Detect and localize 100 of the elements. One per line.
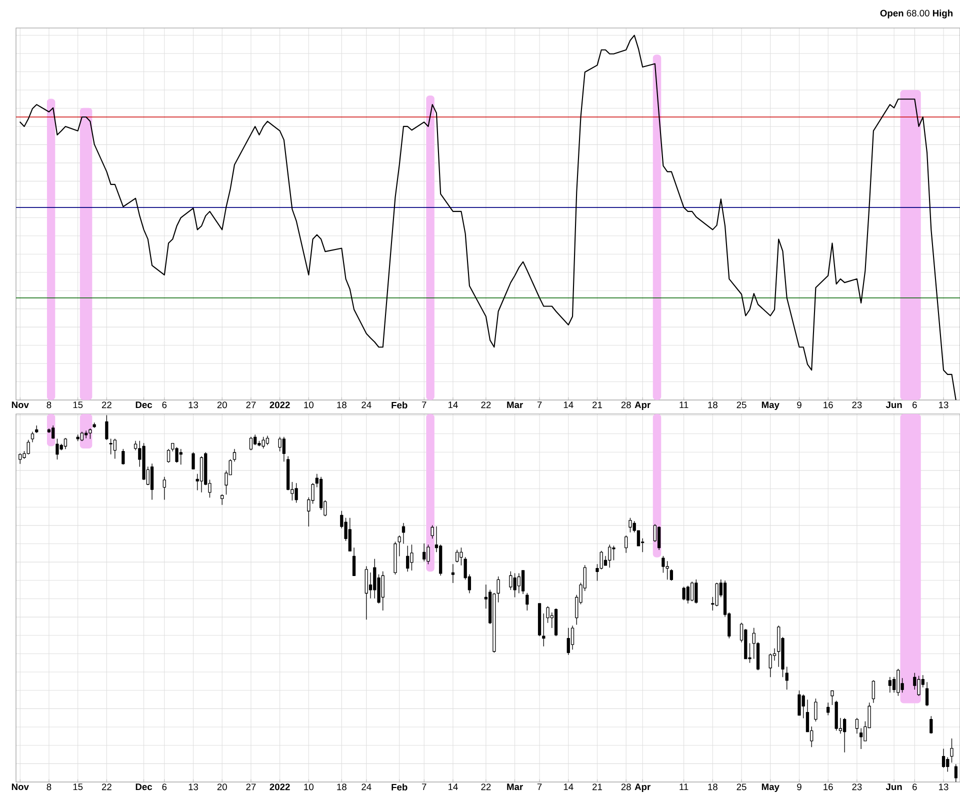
candlestick xyxy=(798,690,801,716)
x-tick-label: 24 xyxy=(362,784,372,790)
candlestick xyxy=(492,592,496,653)
candlestick xyxy=(422,543,426,562)
x-tick-label: 9 xyxy=(797,784,802,790)
candlestick xyxy=(88,428,92,440)
candlestick xyxy=(526,592,529,611)
candlestick xyxy=(942,748,946,768)
candlestick xyxy=(430,525,434,539)
candlestick xyxy=(460,547,463,566)
x-tick-label: 13 xyxy=(188,402,198,408)
x-tick-label: Dec xyxy=(136,784,152,790)
candlestick xyxy=(381,571,384,611)
x-tick-label: 7 xyxy=(537,784,542,790)
candlestick xyxy=(150,464,154,500)
x-tick-label: 22 xyxy=(481,784,491,790)
candlestick xyxy=(814,698,818,722)
candlestick xyxy=(554,608,558,636)
candlestick xyxy=(105,415,108,440)
candlestick xyxy=(451,564,455,584)
candlestick xyxy=(686,586,690,604)
candlestick xyxy=(658,526,661,550)
x-tick-label: 15 xyxy=(73,784,83,790)
candlestick xyxy=(896,668,900,696)
candlestick xyxy=(398,535,401,557)
x-tick-label: 14 xyxy=(564,402,574,408)
candlestick xyxy=(521,570,525,594)
candlestick xyxy=(200,456,204,493)
x-tick-label: 28 xyxy=(621,402,631,408)
candlestick xyxy=(26,440,30,455)
candlestick xyxy=(785,666,788,690)
candlestick xyxy=(220,494,224,506)
x-tick-label: Mar xyxy=(507,402,523,408)
x-tick-label: 7 xyxy=(422,402,426,408)
x-tick-label: Apr xyxy=(634,784,650,792)
x-tick-label: 10 xyxy=(304,402,314,408)
x-tick-label: 2022 xyxy=(270,402,290,408)
x-tick-label: 20 xyxy=(217,402,227,408)
x-tick-label: 14 xyxy=(448,784,458,790)
candlestick xyxy=(352,547,356,576)
candlestick xyxy=(410,544,414,571)
x-tick-label: Feb xyxy=(392,402,408,408)
candlestick xyxy=(608,544,612,568)
candlestick xyxy=(670,569,674,582)
x-tick-label: 20 xyxy=(217,784,227,790)
candlestick xyxy=(826,702,830,716)
x-tick-label: 7 xyxy=(422,784,426,790)
x-tick-label: 22 xyxy=(102,402,112,408)
x-tick-label: 10 xyxy=(304,784,314,790)
candlestick xyxy=(426,544,430,565)
x-tick-label: Jun xyxy=(886,784,902,790)
candlestick xyxy=(517,573,520,594)
candlestick xyxy=(950,738,954,763)
x-tick-label: 8 xyxy=(46,402,52,408)
candlestick xyxy=(872,680,876,704)
candlestick xyxy=(30,432,34,443)
x-tick-label: 18 xyxy=(337,402,346,408)
text: Open 68.00 High xyxy=(880,10,952,18)
candlestick xyxy=(406,546,410,572)
candlestick xyxy=(80,432,84,442)
x-tick-label: Nov xyxy=(12,402,29,408)
x-tick-label: May xyxy=(762,402,780,410)
candlestick xyxy=(566,628,570,656)
candlestick xyxy=(682,586,686,601)
x-tick-label: 27 xyxy=(246,402,256,408)
x-tick-label: 21 xyxy=(592,784,602,790)
candlestick xyxy=(843,718,846,753)
candlestick xyxy=(76,434,80,442)
candlestick xyxy=(113,438,117,460)
x-tick-label: 22 xyxy=(102,784,112,790)
candlestick xyxy=(175,447,178,464)
candlestick xyxy=(513,573,516,598)
candlestick xyxy=(628,518,632,533)
x-tick-label: 18 xyxy=(708,402,718,408)
x-tick-label: 25 xyxy=(736,784,746,790)
x-tick-label: 16 xyxy=(824,784,833,790)
x-tick-label: 2022 xyxy=(270,784,290,790)
x-tick-label: Feb xyxy=(392,784,408,790)
x-tick-label: 6 xyxy=(162,784,167,790)
x-tick-label: 28 xyxy=(621,784,631,790)
candlestick xyxy=(56,438,59,460)
x-tick-label: Nov xyxy=(12,784,29,790)
x-tick-label: 8 xyxy=(46,784,52,790)
candlestick xyxy=(192,452,195,470)
x-tick-label: Jun xyxy=(886,402,902,408)
x-tick-label: 11 xyxy=(680,402,688,408)
x-tick-label: 18 xyxy=(708,784,718,790)
candlestick xyxy=(232,448,236,462)
candlestick xyxy=(855,718,859,734)
candlestick xyxy=(830,690,834,706)
x-tick-label: 13 xyxy=(188,784,198,790)
candlestick xyxy=(122,448,125,465)
x-tick-label: 14 xyxy=(448,402,458,408)
candlestick xyxy=(35,425,38,434)
candlestick xyxy=(109,438,112,455)
x-tick-label: 13 xyxy=(939,784,948,790)
x-tick-label: 11 xyxy=(680,784,688,790)
x-tick-label: 22 xyxy=(481,402,491,408)
x-tick-label: 18 xyxy=(337,784,346,790)
x-tick-label: 9 xyxy=(797,402,802,408)
